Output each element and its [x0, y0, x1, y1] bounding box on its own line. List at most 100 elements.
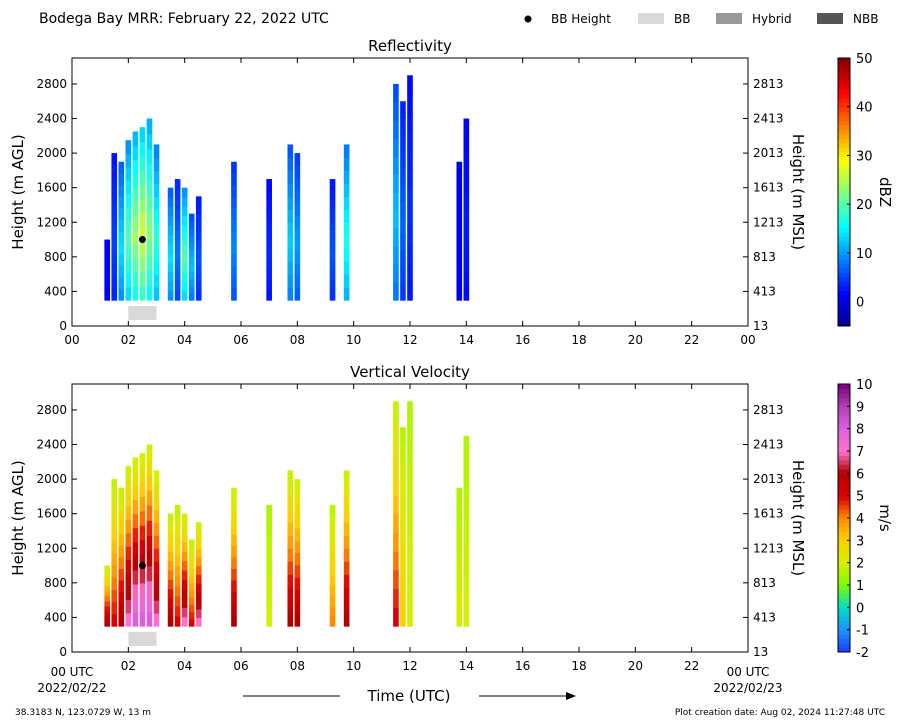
data-cell	[139, 271, 146, 287]
data-cell	[125, 586, 132, 601]
data-cell	[104, 605, 111, 612]
data-cell	[153, 209, 160, 223]
data-column	[132, 457, 139, 627]
x-tick-label: 20	[628, 333, 643, 347]
data-cell	[125, 206, 132, 221]
data-cell	[167, 541, 174, 552]
data-cell	[111, 577, 118, 590]
data-cell	[463, 483, 470, 500]
data-cell	[456, 533, 463, 546]
colorbar-cell	[838, 464, 850, 470]
data-cell	[343, 483, 350, 497]
colorbar-cell	[838, 643, 850, 649]
data-cell	[174, 259, 181, 271]
data-cell	[287, 574, 294, 588]
data-cell	[231, 219, 237, 232]
data-cell	[104, 244, 111, 251]
data-cell	[287, 222, 294, 236]
colorbar-cell	[838, 491, 850, 497]
data-cell	[167, 290, 174, 301]
x-axis: 00 02 04 06 08 10 12 14 16 18 20 22 00	[64, 58, 756, 347]
data-cell	[329, 199, 336, 210]
data-cell	[125, 506, 132, 521]
data-column	[393, 83, 399, 301]
data-cell	[153, 170, 160, 184]
y-tick-label: 1200	[36, 541, 67, 555]
colorbar-cell	[838, 504, 850, 510]
colorbar-cell	[838, 267, 850, 273]
data-cell	[125, 519, 132, 534]
data-cell	[287, 561, 294, 575]
data-cell	[111, 226, 118, 240]
data-cell	[104, 565, 111, 572]
data-cell	[231, 230, 237, 244]
colorbar-cell	[838, 410, 850, 416]
colorbar-tick-label: 7	[856, 445, 864, 460]
data-cell	[132, 612, 139, 627]
data-cell	[139, 184, 146, 200]
data-cell	[456, 579, 463, 593]
data-cell	[188, 568, 195, 577]
data-cell	[167, 234, 174, 245]
data-cell	[118, 196, 125, 209]
data-cell	[407, 438, 413, 459]
data-cell	[393, 264, 399, 283]
y-tick-label-right: 1613	[753, 507, 784, 521]
bright-band-bar	[128, 632, 157, 646]
data-cell	[195, 617, 202, 627]
data-cell	[125, 260, 132, 275]
data-cell	[407, 569, 413, 590]
y-tick-label-right: 2413	[753, 438, 784, 452]
data-cell	[400, 609, 406, 627]
data-cell	[195, 608, 202, 619]
y-tick-label-right: 2813	[753, 403, 784, 417]
data-cell	[343, 235, 350, 249]
data-cell	[287, 144, 294, 159]
data-cell	[287, 600, 294, 614]
y-tick-label-right: 13	[753, 319, 768, 333]
colorbar-cell	[838, 482, 850, 488]
y-tick-label: 400	[44, 284, 67, 298]
colorbar-cell	[838, 276, 850, 282]
data-cell	[111, 589, 118, 603]
data-cell	[195, 582, 202, 593]
data-cell	[118, 184, 125, 197]
data-cell	[188, 256, 195, 265]
data-cell	[329, 515, 336, 526]
data-cell	[111, 540, 118, 554]
data-cell	[167, 225, 174, 236]
data-cell	[146, 535, 153, 552]
x-tick-label: 16	[515, 333, 530, 347]
colorbar-cell	[838, 562, 850, 568]
data-cell	[146, 595, 153, 612]
data-cell	[139, 213, 146, 229]
data-cell	[118, 545, 125, 558]
data-cell	[195, 530, 202, 541]
data-cell	[231, 207, 237, 220]
x-tick-label: 22	[684, 659, 699, 673]
data-cell	[139, 510, 146, 526]
data-cell	[231, 288, 237, 301]
data-cell	[153, 287, 160, 301]
data-cell	[343, 170, 350, 184]
data-cell	[400, 559, 406, 577]
data-cell	[139, 611, 146, 627]
data-cell	[125, 599, 132, 614]
data-cell	[456, 196, 463, 209]
data-cell	[146, 474, 153, 491]
colorbar-cell	[838, 638, 850, 644]
x-tick-label: 18	[571, 659, 586, 673]
colorbar-cell	[838, 290, 850, 296]
colorbar-cell	[838, 611, 850, 617]
colorbar-cell	[838, 500, 850, 506]
colorbar-cell	[838, 66, 850, 72]
data-cell	[118, 253, 125, 267]
data-cell	[294, 251, 301, 264]
data-cell	[111, 263, 118, 277]
data-cell	[231, 591, 237, 604]
data-cell	[174, 555, 181, 567]
data-cell	[111, 238, 118, 252]
data-cell	[393, 173, 399, 193]
data-cell	[146, 239, 153, 256]
